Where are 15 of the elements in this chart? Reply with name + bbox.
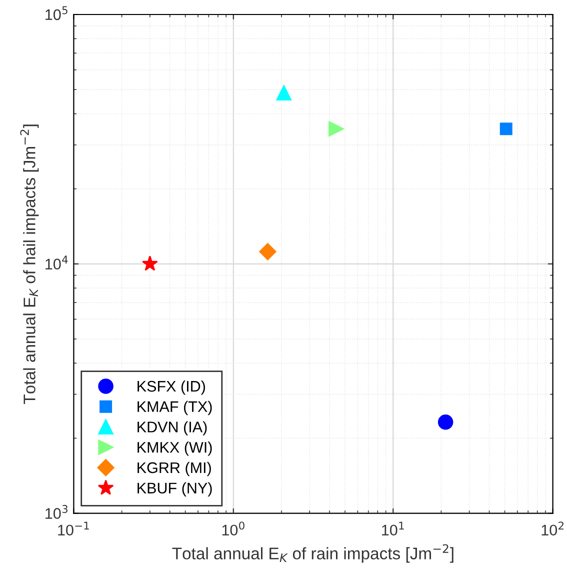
x-tick-label: 10$^{1}$ (382, 522, 404, 536)
y-tick-label: 10$^{3}$ (46, 504, 68, 519)
y-tick-label: 10$^{5}$ (46, 6, 68, 20)
x-tick-label: 10$^{2}$ (542, 522, 564, 536)
legend-label: KBUF (NY) (138, 482, 212, 496)
legend-label: KGRR (MI) (138, 462, 211, 476)
legend-label: KDVN (IA) (138, 421, 207, 436)
legend-label: KMKX (WI) (138, 442, 212, 456)
x-tick-label: 10$^{0}$ (222, 522, 244, 536)
y-tick-label: 10$^{4}$ (46, 256, 68, 270)
x-tick-label: 10$^{−1}$ (58, 522, 89, 536)
legend-label: KSFX (ID) (138, 380, 205, 395)
legend-label: KMAF (TX) (138, 400, 212, 416)
x-axis-title: Total annual E$_{K}$ of rain impacts [Jm$^{−2}$] (172, 544, 454, 563)
y-axis-title: Total annual E$_{K}$ of hail impacts [Jm$^{−2}$] (20, 124, 39, 404)
